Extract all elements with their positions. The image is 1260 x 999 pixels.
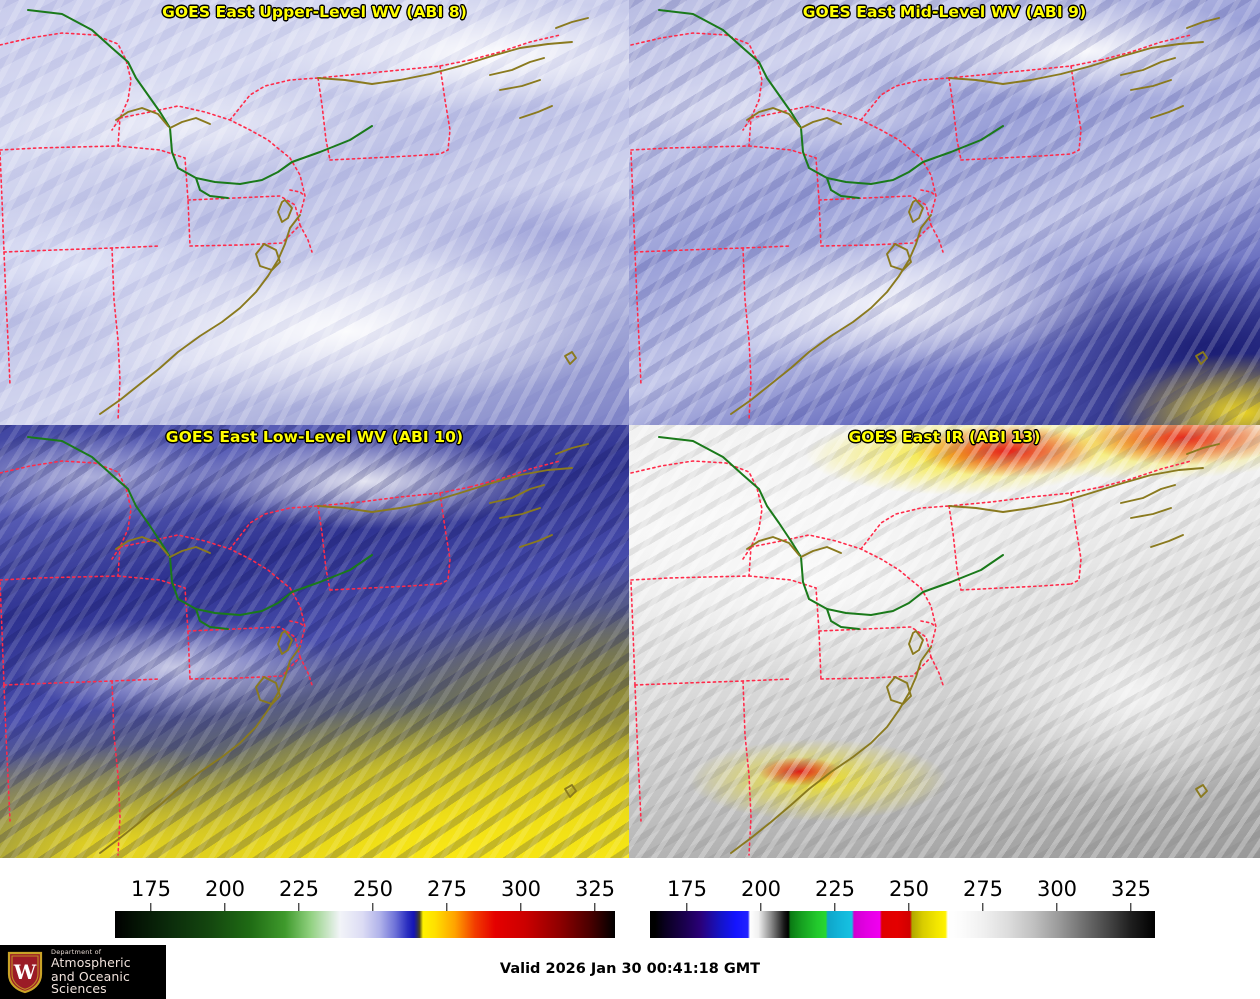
logo-line-department: Department of <box>51 947 102 956</box>
colorbar-ir-tick-label: 300 <box>1036 877 1078 901</box>
colorbar-wv-tick-labels: 175 200 225 250 275 300 325 <box>0 875 630 903</box>
colorbar-wv: 175 200 225 250 275 300 325 <box>0 858 630 944</box>
colorbar-zone: 175 200 225 250 275 300 325 175 200 225 … <box>0 858 1260 944</box>
colorbar-wv-tick-label: 175 <box>130 877 172 901</box>
uw-aos-logo-text: Department of Atmospheric and Oceanic Sc… <box>51 947 166 996</box>
colorbar-ir-ticks <box>630 903 1260 911</box>
colorbar-ir-tick-label: 275 <box>962 877 1004 901</box>
colorbar-wv-ticks <box>0 903 630 911</box>
satellite-image-abi09 <box>629 0 1260 425</box>
footer: W Department of Atmospheric and Oceanic … <box>0 944 1260 999</box>
colorbar-wv-tick-label: 200 <box>204 877 246 901</box>
panel-abi09[interactable]: GOES East Mid-Level WV (ABI 9) <box>629 0 1260 425</box>
satellite-image-abi08 <box>0 0 629 425</box>
colorbar-wv-tick-label: 225 <box>278 877 320 901</box>
satellite-panel-grid: GOES East Upper-Level WV (ABI 8) <box>0 0 1260 858</box>
panel-abi13[interactable]: GOES East IR (ABI 13) <box>629 425 1260 858</box>
colorbar-ir-tick-label: 175 <box>666 877 708 901</box>
colorbar-ir-tick-label: 325 <box>1110 877 1152 901</box>
satellite-image-abi13 <box>629 425 1260 858</box>
colorbar-wv-tick-label: 275 <box>426 877 468 901</box>
colorbar-wv-tick-label: 325 <box>574 877 616 901</box>
colorbar-ir-gradient <box>650 911 1155 938</box>
uw-aos-logo[interactable]: W Department of Atmospheric and Oceanic … <box>0 945 166 999</box>
colorbar-wv-tick-label: 250 <box>352 877 394 901</box>
colorbar-ir-tick-labels: 175 200 225 250 275 300 325 <box>630 875 1260 903</box>
panel-abi08[interactable]: GOES East Upper-Level WV (ABI 8) <box>0 0 629 425</box>
colorbar-ir-tick-label: 225 <box>814 877 856 901</box>
svg-text:W: W <box>13 960 37 984</box>
colorbar-wv-tick-label: 300 <box>500 877 542 901</box>
uw-crest-icon: W <box>6 950 44 994</box>
colorbar-ir: 175 200 225 250 275 300 325 <box>630 858 1260 944</box>
colorbar-ir-tick-label: 200 <box>740 877 782 901</box>
valid-time-label: Valid 2026 Jan 30 00:41:18 GMT <box>499 961 761 977</box>
colorbar-wv-gradient <box>115 911 615 938</box>
satellite-image-abi10 <box>0 425 629 858</box>
colorbar-ir-tick-label: 250 <box>888 877 930 901</box>
logo-line-atmospheric: Atmospheric <box>51 955 131 970</box>
logo-line-oceanic: and Oceanic Sciences <box>51 968 130 996</box>
panel-abi10[interactable]: GOES East Low-Level WV (ABI 10) <box>0 425 629 858</box>
